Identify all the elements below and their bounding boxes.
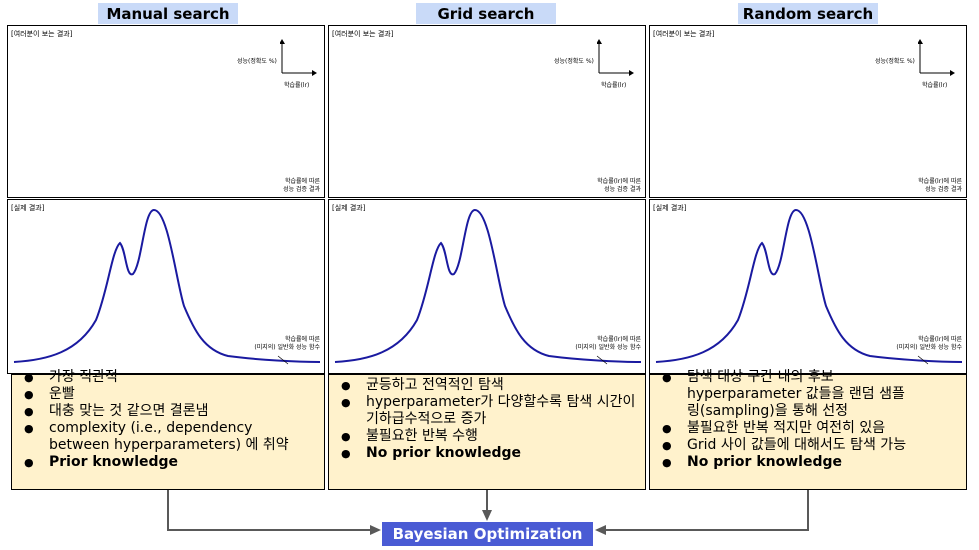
bullet-item: 대충 맞는 것 같으면 결론냄 (12, 403, 324, 420)
bullet-item: 운빨 (12, 386, 324, 403)
panel-note: 학습률(lr)에 따른 성능 검증 결과 (918, 178, 962, 193)
y-axis-label: 성능(정확도 %) (554, 58, 594, 65)
panel-note: 학습률에 따른 성능 검증 결과 (283, 178, 320, 193)
bullet-box-random: 탐색 대상 구간 내의 후보 hyperparameter 값들을 랜덤 샘플링… (649, 369, 967, 490)
column-title-grid: Grid search (416, 3, 556, 24)
column-title-manual: Manual search (98, 3, 238, 24)
observed-panel-grid: [여러분이 보는 결과] 성능(정확도 %) 학습률(lr) 학습률(lr)에 … (328, 25, 646, 198)
observed-panel-manual: [여러분이 보는 결과] 성능(정확도 %) 학습률(lr) 학습률에 따른 성… (7, 25, 325, 198)
bullet-item: complexity (i.e., dependency between hyp… (12, 420, 324, 454)
bullet-box-manual: 가장 직관적 운빨 대충 맞는 것 같으면 결론냄 complexity (i.… (11, 369, 325, 490)
performance-curve (655, 208, 963, 365)
bullet-item: hyperparameter가 다양할수록 탐색 시간이 기하급수적으로 증가 (329, 394, 645, 428)
observed-panel-random: [여러분이 보는 결과] 성능(정확도 %) 학습률(lr) 학습률(lr)에 … (649, 25, 967, 198)
bullet-item: Grid 사이 값들에 대해서도 탐색 가능 (650, 437, 966, 454)
panel-tag: [실제 결과] (11, 204, 45, 212)
x-axis-label: 학습률(lr) (922, 82, 948, 89)
x-axis-label: 학습률(lr) (284, 82, 310, 89)
axes-icon (918, 39, 955, 76)
bullet-item: 가장 직관적 (12, 369, 324, 386)
panel-tag: [여러분이 보는 결과] (11, 30, 73, 38)
bullet-item: Prior knowledge (12, 454, 324, 471)
panel-tag: [실제 결과] (332, 204, 366, 212)
y-axis-label: 성능(정확도 %) (237, 58, 277, 65)
panel-tag: [여러분이 보는 결과] (653, 30, 715, 38)
bullet-item: 불필요한 반복 수행 (329, 428, 645, 445)
panel-tag: [실제 결과] (653, 204, 687, 212)
actual-panel-random: [실제 결과] 학습률(lr)에 따른 (미지의) 일반화 성능 함수 (649, 199, 967, 374)
panel-note: 학습률에 따른 (미지의) 일반화 성능 함수 (254, 336, 320, 351)
panel-note: 학습률(lr)에 따른 (미지의) 일반화 성능 함수 (896, 336, 962, 351)
axes-icon (597, 39, 634, 76)
axes-icon (280, 39, 317, 76)
y-axis-label: 성능(정확도 %) (875, 58, 915, 65)
panel-note: 학습률(lr)에 따른 성능 검증 결과 (597, 178, 641, 193)
bullet-item: No prior knowledge (650, 454, 966, 471)
bullet-item: 불필요한 반복 적지만 여전히 있음 (650, 420, 966, 437)
bullet-item: 균등하고 전역적인 탐색 (329, 377, 645, 394)
panel-note: 학습률(lr)에 따른 (미지의) 일반화 성능 함수 (575, 336, 641, 351)
performance-curve (334, 208, 642, 365)
bayesian-optimization-box: Bayesian Optimization (382, 522, 593, 546)
performance-curve (13, 208, 321, 365)
bullet-item: 탐색 대상 구간 내의 후보 hyperparameter 값들을 랜덤 샘플링… (650, 369, 966, 420)
panel-tag: [여러분이 보는 결과] (332, 30, 394, 38)
bullet-item: No prior knowledge (329, 445, 645, 462)
actual-panel-grid: [실제 결과] 학습률(lr)에 따른 (미지의) 일반화 성능 함수 (328, 199, 646, 374)
column-title-random: Random search (738, 3, 878, 24)
x-axis-label: 학습률(lr) (601, 82, 627, 89)
bullet-box-grid: 균등하고 전역적인 탐색 hyperparameter가 다양할수록 탐색 시간… (328, 374, 646, 490)
